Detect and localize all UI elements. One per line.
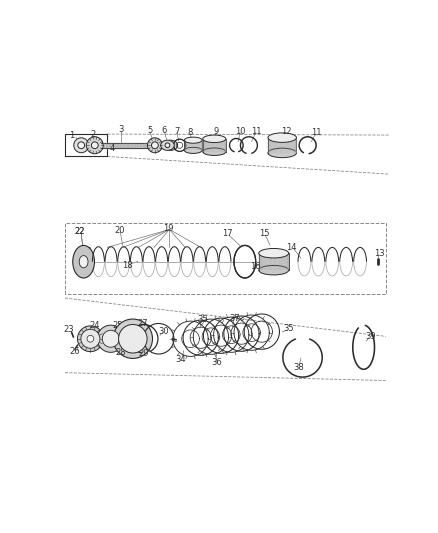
Ellipse shape xyxy=(268,133,297,142)
Text: 24: 24 xyxy=(89,321,100,330)
Text: 16: 16 xyxy=(250,262,260,271)
Text: 8: 8 xyxy=(187,128,193,137)
Text: 11: 11 xyxy=(251,127,262,136)
Ellipse shape xyxy=(73,245,95,278)
Text: 5: 5 xyxy=(147,126,152,135)
Text: 19: 19 xyxy=(163,223,174,232)
Polygon shape xyxy=(203,139,226,152)
Ellipse shape xyxy=(268,148,297,158)
Text: 17: 17 xyxy=(222,229,233,238)
Text: 20: 20 xyxy=(114,225,124,235)
Text: 37: 37 xyxy=(229,313,240,322)
Text: 18: 18 xyxy=(122,261,133,270)
Ellipse shape xyxy=(74,138,88,153)
Text: 30: 30 xyxy=(159,327,170,336)
Polygon shape xyxy=(259,253,289,270)
Text: 13: 13 xyxy=(374,249,384,258)
Polygon shape xyxy=(268,138,297,153)
Ellipse shape xyxy=(165,143,170,148)
Text: 2: 2 xyxy=(91,130,96,139)
Text: 6: 6 xyxy=(162,126,167,135)
Ellipse shape xyxy=(87,335,94,342)
Ellipse shape xyxy=(79,256,88,268)
Text: 35: 35 xyxy=(284,324,294,333)
Ellipse shape xyxy=(184,147,202,154)
Text: 12: 12 xyxy=(281,126,292,135)
Ellipse shape xyxy=(86,137,103,154)
Ellipse shape xyxy=(164,140,178,150)
Ellipse shape xyxy=(259,248,289,258)
Text: 10: 10 xyxy=(236,127,246,136)
Text: 35: 35 xyxy=(197,315,208,324)
Text: 36: 36 xyxy=(211,358,222,367)
Ellipse shape xyxy=(92,142,98,149)
Ellipse shape xyxy=(97,325,124,352)
Text: 4: 4 xyxy=(109,144,114,154)
Text: 26: 26 xyxy=(69,347,80,356)
Text: 9: 9 xyxy=(213,127,219,136)
Ellipse shape xyxy=(152,142,158,149)
Text: 27: 27 xyxy=(137,319,148,328)
Ellipse shape xyxy=(203,148,226,156)
Ellipse shape xyxy=(259,265,289,275)
Polygon shape xyxy=(184,140,202,150)
Text: 11: 11 xyxy=(311,128,322,137)
Text: 28: 28 xyxy=(116,348,126,357)
Text: 25: 25 xyxy=(112,321,123,330)
Ellipse shape xyxy=(161,140,174,150)
Ellipse shape xyxy=(184,137,202,143)
Ellipse shape xyxy=(113,319,152,358)
Ellipse shape xyxy=(81,329,100,348)
Text: 29: 29 xyxy=(139,349,149,358)
Ellipse shape xyxy=(102,330,119,347)
Text: 21: 21 xyxy=(83,247,93,256)
Ellipse shape xyxy=(148,138,162,153)
Text: 15: 15 xyxy=(259,229,270,238)
Text: 22: 22 xyxy=(74,228,85,236)
Ellipse shape xyxy=(115,337,134,347)
Text: 22: 22 xyxy=(74,228,85,236)
Text: 3: 3 xyxy=(118,125,124,134)
Text: 38: 38 xyxy=(293,363,304,372)
Text: 14: 14 xyxy=(286,243,297,252)
Ellipse shape xyxy=(119,325,147,353)
Text: 7: 7 xyxy=(174,127,180,136)
Text: 1: 1 xyxy=(69,131,74,140)
Ellipse shape xyxy=(78,142,85,149)
Ellipse shape xyxy=(78,326,103,352)
Text: 39: 39 xyxy=(365,332,376,341)
Text: 34: 34 xyxy=(175,356,186,364)
Text: 23: 23 xyxy=(64,325,74,334)
Ellipse shape xyxy=(203,135,226,142)
